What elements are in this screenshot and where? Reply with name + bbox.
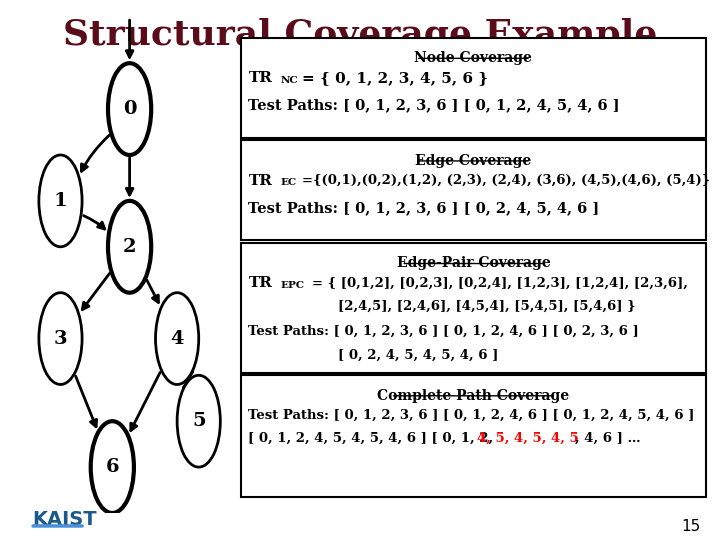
Text: 4: 4 [171, 329, 184, 348]
Circle shape [108, 63, 151, 155]
Circle shape [156, 293, 199, 384]
FancyBboxPatch shape [241, 38, 706, 138]
Text: Structural Coverage Example: Structural Coverage Example [63, 18, 657, 52]
Circle shape [39, 155, 82, 247]
FancyBboxPatch shape [241, 140, 706, 240]
Circle shape [177, 375, 220, 467]
FancyBboxPatch shape [241, 375, 706, 497]
Text: EC: EC [281, 178, 297, 187]
Text: [2,4,5], [2,4,6], [4,5,4], [5,4,5], [5,4,6] }: [2,4,5], [2,4,6], [4,5,4], [5,4,5], [5,4… [338, 300, 636, 313]
Text: TR: TR [248, 71, 272, 85]
Text: Test Paths: [ 0, 1, 2, 3, 6 ] [ 0, 1, 2, 4, 5, 4, 6 ]: Test Paths: [ 0, 1, 2, 3, 6 ] [ 0, 1, 2,… [248, 98, 620, 112]
Text: [ 0, 1, 2, 4, 5, 4, 5, 4, 6 ] [ 0, 1, 2,: [ 0, 1, 2, 4, 5, 4, 5, 4, 6 ] [ 0, 1, 2, [248, 432, 498, 445]
Text: Edge Coverage: Edge Coverage [415, 154, 531, 168]
Text: [ 0, 2, 4, 5, 4, 5, 4, 6 ]: [ 0, 2, 4, 5, 4, 5, 4, 6 ] [338, 348, 499, 361]
Text: 2: 2 [123, 238, 136, 256]
Text: 15: 15 [682, 519, 701, 534]
Text: NC: NC [281, 76, 298, 85]
Text: 0: 0 [123, 100, 136, 118]
Text: Complete Path Coverage: Complete Path Coverage [377, 389, 570, 403]
Text: ={(0,1),(0,2),(1,2), (2,3), (2,4), (3,6), (4,5),(4,6), (5,4)}: ={(0,1),(0,2),(1,2), (2,3), (2,4), (3,6)… [302, 174, 711, 187]
Text: Node Coverage: Node Coverage [415, 51, 532, 65]
Text: 1: 1 [53, 192, 68, 210]
Text: = { [0,1,2], [0,2,3], [0,2,4], [1,2,3], [1,2,4], [2,3,6],: = { [0,1,2], [0,2,3], [0,2,4], [1,2,3], … [312, 276, 688, 289]
Text: 4, 5, 4, 5, 4, 5: 4, 5, 4, 5, 4, 5 [477, 432, 579, 445]
Text: Test Paths: [ 0, 1, 2, 3, 6 ] [ 0, 2, 4, 5, 4, 6 ]: Test Paths: [ 0, 1, 2, 3, 6 ] [ 0, 2, 4,… [248, 201, 600, 215]
Text: Test Paths: [ 0, 1, 2, 3, 6 ] [ 0, 1, 2, 4, 6 ] [ 0, 1, 2, 4, 5, 4, 6 ]: Test Paths: [ 0, 1, 2, 3, 6 ] [ 0, 1, 2,… [248, 409, 695, 422]
Text: 5: 5 [192, 412, 205, 430]
Text: TR: TR [248, 276, 272, 291]
Text: = { 0, 1, 2, 3, 4, 5, 6 }: = { 0, 1, 2, 3, 4, 5, 6 } [302, 71, 489, 85]
Text: Test Paths: [ 0, 1, 2, 3, 6 ] [ 0, 1, 2, 4, 6 ] [ 0, 2, 3, 6 ]: Test Paths: [ 0, 1, 2, 3, 6 ] [ 0, 1, 2,… [248, 325, 639, 338]
Text: KAIST: KAIST [32, 510, 97, 529]
Text: EPC: EPC [281, 281, 305, 290]
Text: 3: 3 [54, 329, 67, 348]
Circle shape [108, 201, 151, 293]
Text: Edge-Pair Coverage: Edge-Pair Coverage [397, 256, 550, 271]
FancyBboxPatch shape [241, 243, 706, 373]
Text: 6: 6 [106, 458, 119, 476]
Text: , 4, 6 ] …: , 4, 6 ] … [575, 432, 640, 445]
Text: TR: TR [248, 174, 272, 188]
Circle shape [39, 293, 82, 384]
Circle shape [91, 421, 134, 513]
